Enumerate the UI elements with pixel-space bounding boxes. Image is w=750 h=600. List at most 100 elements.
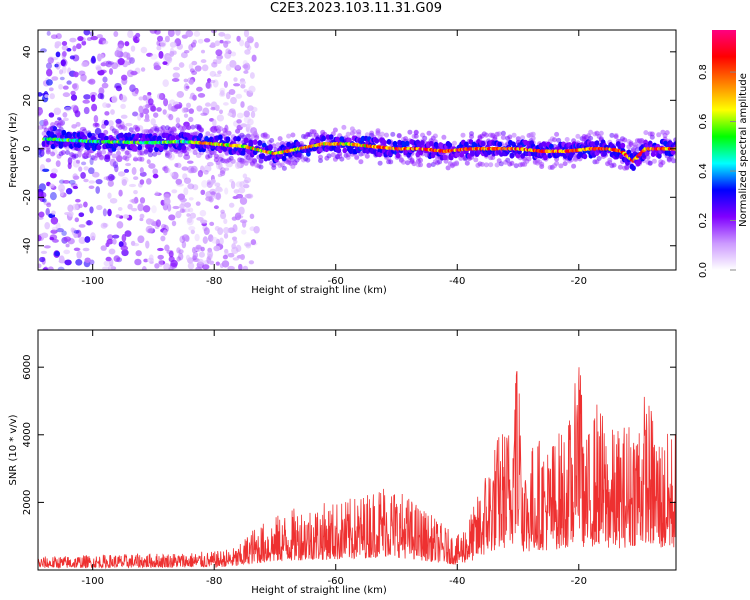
noise-cell [83,178,89,183]
noise-cell [171,78,180,82]
noise-cell [117,40,125,49]
noise-cell [175,162,182,169]
halo-cell [111,153,117,159]
noise-cell [88,78,96,85]
halo-cell [660,160,666,166]
ridge-cell [497,141,503,148]
noise-cell [241,229,247,235]
noise-cell [223,248,229,254]
halo-cell [101,123,107,129]
halo-cell [86,153,92,158]
ridge-cell [429,140,434,147]
noise-cell [124,230,132,237]
halo-cell [556,137,562,143]
noise-cell [43,266,49,270]
noise-cell [106,175,111,181]
noise-cell [48,55,54,63]
noise-cell [227,252,235,258]
noise-cell [246,123,251,128]
halo-cell [432,133,438,139]
noise-cell [54,63,59,68]
halo-cell [401,159,406,165]
noise-cell [248,37,254,44]
noise-cell [189,68,195,73]
ridge-cell [395,152,401,159]
noise-cell [49,236,55,241]
noise-cell [162,53,171,62]
noise-cell [111,62,119,70]
noise-cell [200,246,205,252]
y-tick-label: 6000 [22,354,33,379]
noise-cell [86,220,92,226]
noise-cell [63,236,72,242]
noise-cell [74,217,80,223]
ridge-cell [296,152,302,158]
y-tick-label: -40 [22,238,33,254]
x-tick-label: -20 [571,276,587,287]
noise-cell [228,202,235,208]
ridge-cell [87,132,92,138]
noise-cell [187,165,195,174]
noise-cell [68,179,76,185]
noise-cell [73,71,79,78]
noise-cell [244,177,251,184]
halo-cell [596,156,602,161]
noise-cell [225,48,231,55]
noise-cell [150,105,157,112]
noise-cell [147,98,154,106]
halo-cell [164,125,170,131]
noise-cell [148,163,156,169]
noise-cell [130,70,138,76]
halo-cell [588,129,594,135]
noise-cell [156,92,164,100]
halo-cell [426,130,432,136]
halo-cell [460,132,466,138]
noise-cell [78,70,86,76]
noise-cell [46,30,51,36]
ridge-cell [470,149,475,155]
ridge-cell [594,140,600,146]
noise-cell [183,187,189,196]
noise-cell [49,183,55,188]
noise-cell [242,173,248,179]
noise-cell [40,232,49,239]
noise-cell [219,87,226,94]
noise-cell [38,107,44,116]
noise-cell [129,84,136,93]
ridge-cell [377,151,383,158]
halo-cell [643,130,649,136]
noise-cell [107,208,112,217]
noise-cell [95,178,103,185]
ridge-cell [181,144,187,151]
noise-cell [158,51,164,59]
colorbar-tick-label: 0.4 [698,163,709,179]
ridge-cell [644,150,650,157]
noise-cell [75,198,81,203]
noise-cell [44,221,51,230]
noise-cell [249,72,255,79]
noise-cell [70,90,76,96]
halo-cell [224,151,230,157]
noise-cell [40,250,48,255]
noise-cell [240,101,245,108]
noise-cell [147,228,154,234]
noise-cell [201,180,208,188]
noise-cell [165,55,173,64]
halo-cell [252,158,258,164]
noise-cell [135,32,141,38]
noise-cell [50,229,58,234]
noise-cell [44,94,49,98]
noise-cell [175,178,183,185]
noise-cell [108,120,114,127]
halo-cell [530,135,536,141]
noise-cell [209,79,216,84]
halo-cell [488,162,494,168]
halo-cell [571,163,577,169]
halo-cell [345,152,351,158]
noise-cell [83,166,89,171]
noise-cell [213,73,222,78]
halo-cell [575,133,581,139]
halo-cell [364,153,370,159]
halo-cell [407,129,413,135]
noise-cell [100,62,107,67]
